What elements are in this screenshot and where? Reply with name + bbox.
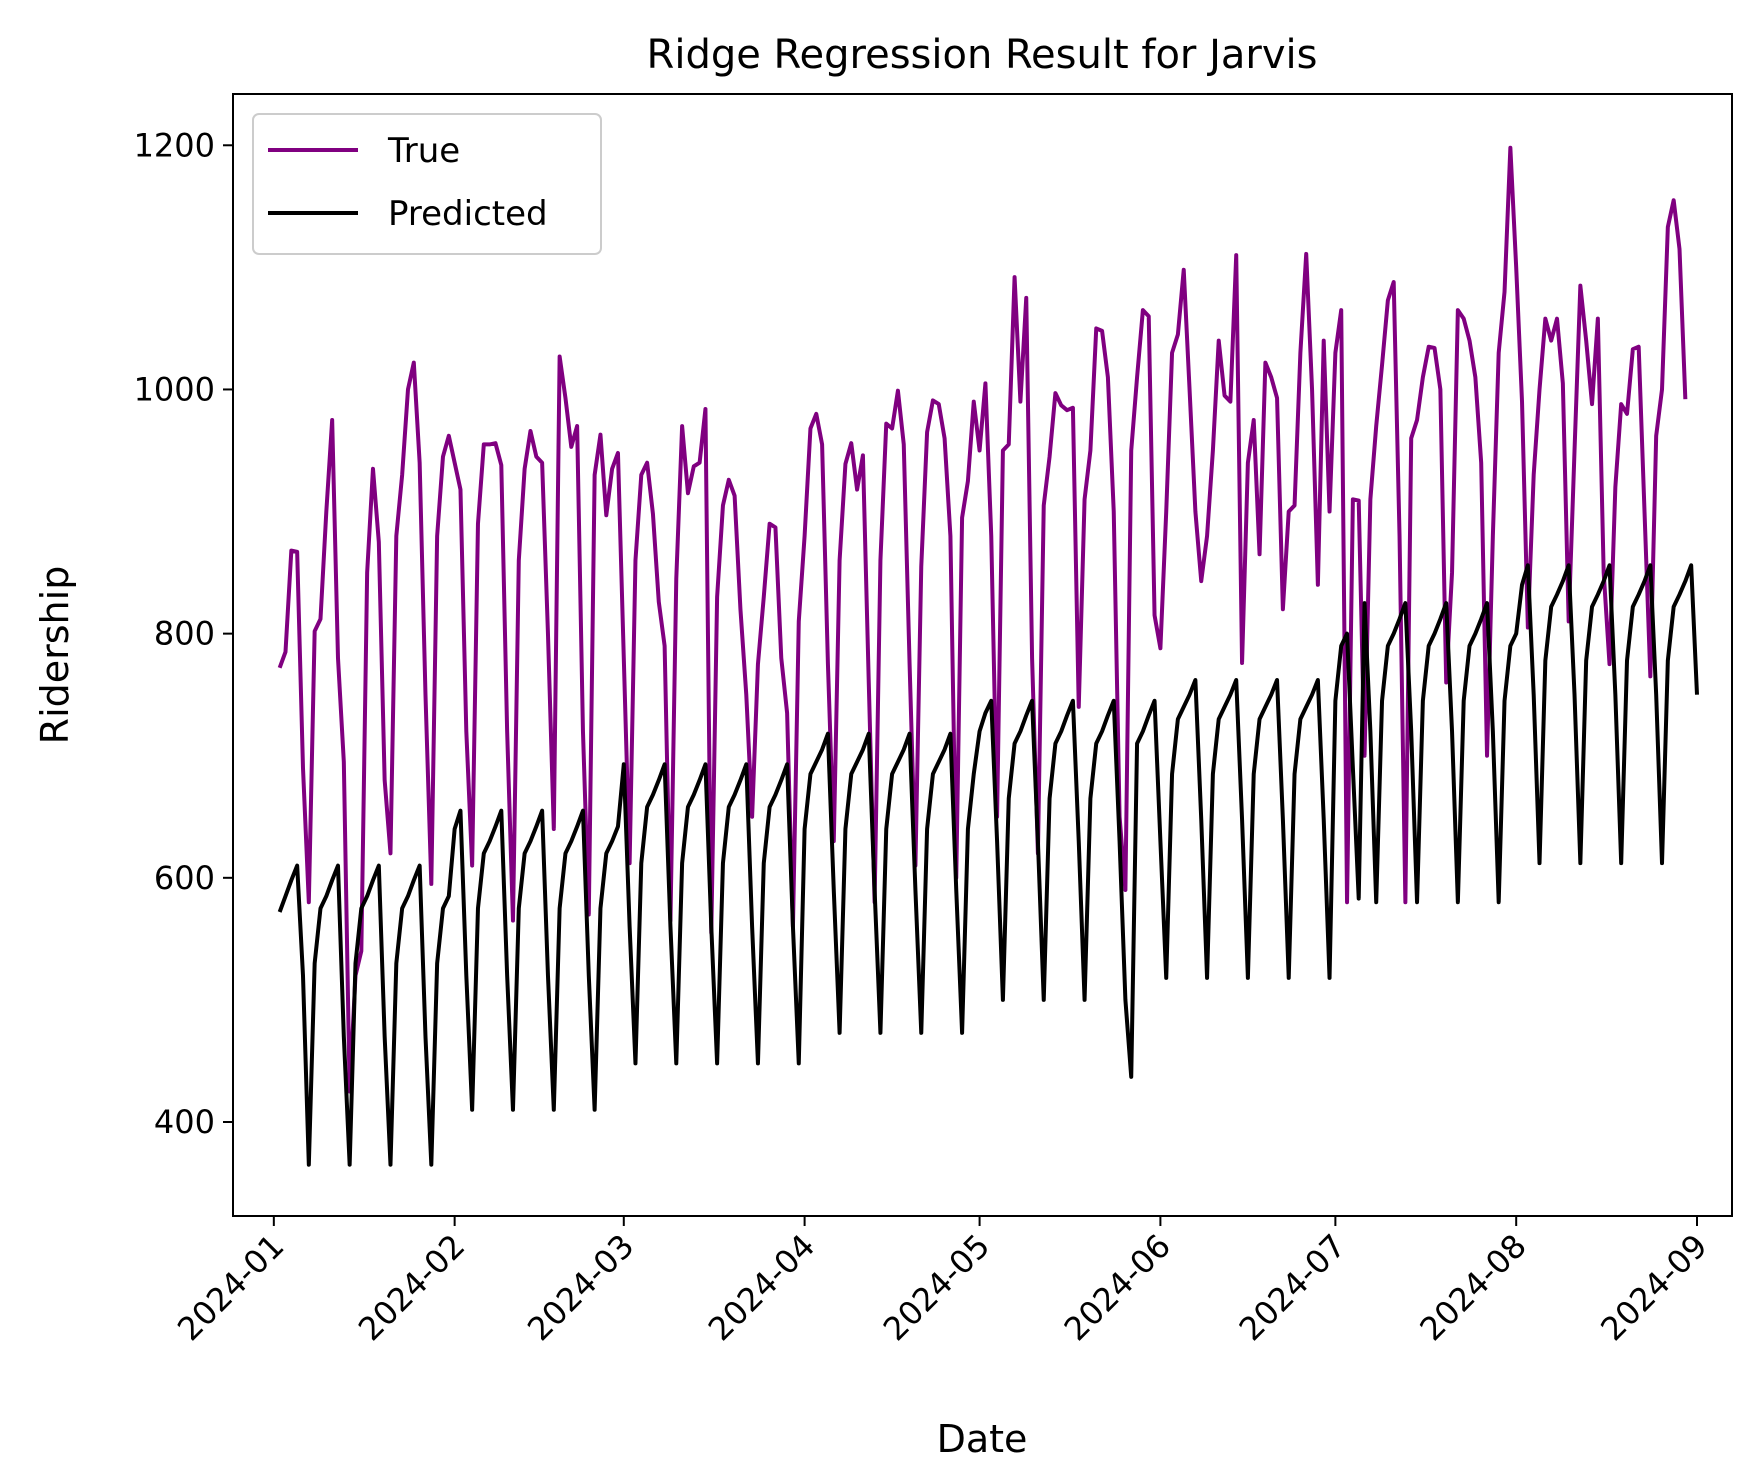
y-tick-label: 1000	[134, 370, 215, 408]
legend-true-label: True	[387, 131, 460, 171]
chart-title: Ridge Regression Result for Jarvis	[647, 32, 1318, 78]
legend: True Predicted	[252, 113, 602, 255]
series-line-true	[277, 145, 1688, 1094]
plot-frame	[232, 93, 1733, 1217]
y-tick-label: 800	[154, 615, 215, 653]
x-axis-label: Date	[937, 1417, 1028, 1461]
y-axis: 400 600 800 1000 1200	[134, 126, 233, 1141]
y-tick-label: 400	[154, 1103, 215, 1141]
y-tick-label: 1200	[134, 126, 215, 164]
y-axis-label: Ridership	[33, 566, 77, 745]
y-tick-label: 600	[154, 859, 215, 897]
series-line-predicted	[277, 563, 1699, 1167]
series-layer	[277, 145, 1699, 1167]
legend-predicted-label: Predicted	[388, 194, 548, 234]
